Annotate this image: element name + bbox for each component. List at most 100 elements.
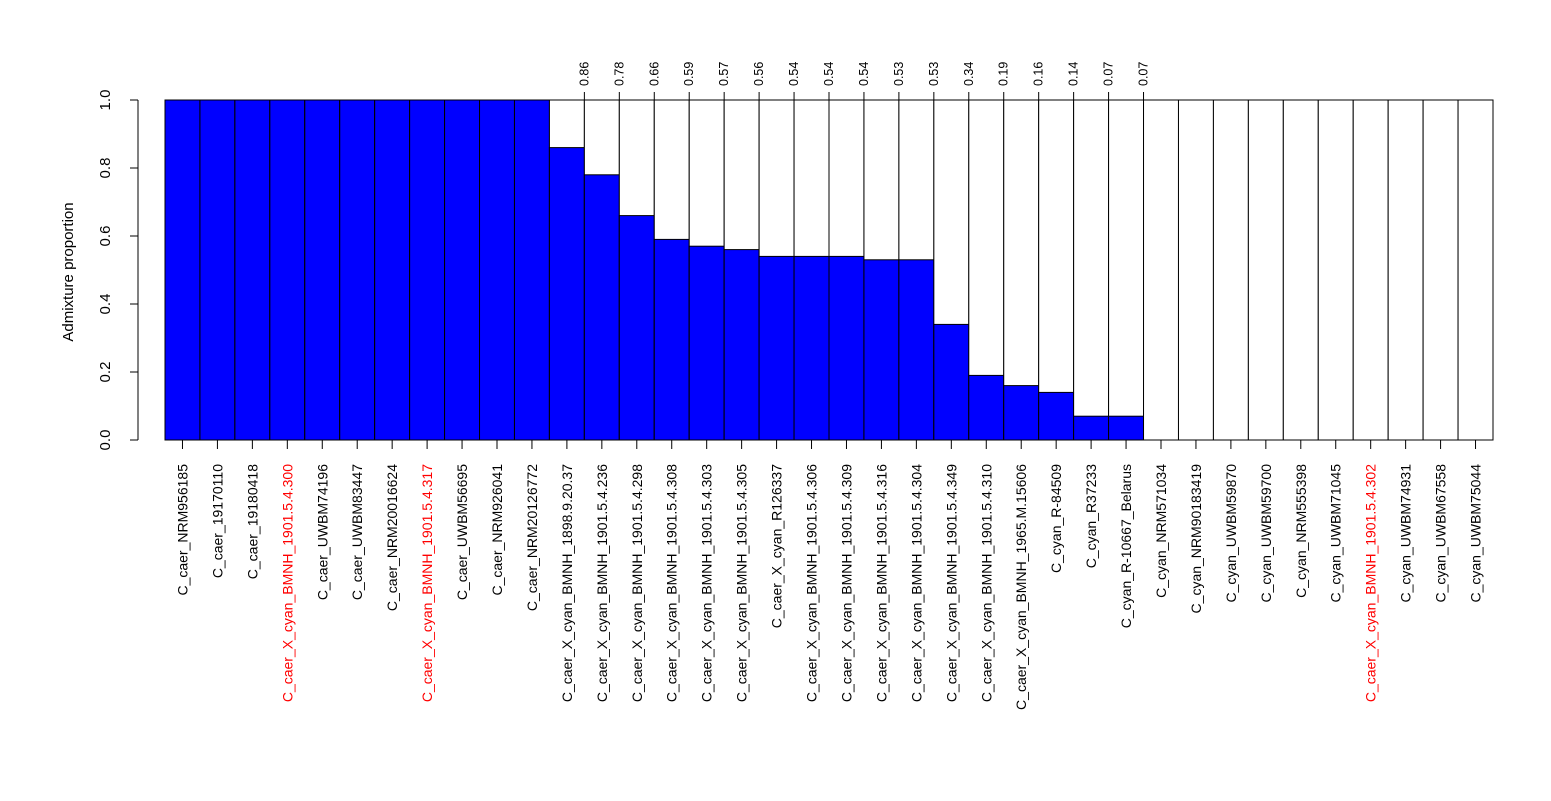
x-tick-label: C_cyan_NRM90183419 — [1188, 464, 1204, 614]
annotation-label: 0.54 — [787, 62, 801, 86]
y-tick-label: 0.6 — [97, 226, 114, 247]
bar-background — [1003, 99, 1040, 441]
x-tick-label: C_caer_UWBM74196 — [314, 464, 330, 600]
bar — [653, 238, 690, 441]
bar — [234, 99, 271, 441]
bar — [409, 99, 446, 441]
x-tick-label: C_cyan_NRM555398 — [1293, 464, 1309, 598]
bar — [1003, 385, 1040, 441]
x-tick-label: C_cyan_NRM571034 — [1153, 464, 1169, 598]
annotation-label: 0.86 — [577, 62, 591, 86]
bar-background — [1108, 99, 1145, 441]
bar — [548, 147, 585, 441]
x-tick-label: C_cyan_UWBM75044 — [1468, 464, 1484, 603]
x-tick-label: C_caer_UWBM56695 — [454, 464, 470, 600]
annotation-label: 0.78 — [612, 62, 626, 86]
x-tick-label: C_caer_X_cyan_BMNH_1901.5.4.304 — [908, 464, 924, 702]
bar — [513, 99, 550, 441]
y-tick-label: 0.2 — [97, 362, 114, 383]
x-tick-label: C_caer_X_cyan_BMNH_1901.5.4.305 — [734, 464, 750, 702]
x-tick-label: C_cyan_UWBM67558 — [1433, 464, 1449, 603]
x-tick-label: C_caer_X_cyan_BMNH_1901.5.4.310 — [978, 464, 994, 702]
x-tick-label: C_caer_X_cyan_BMNH_1898.9.20.37 — [559, 464, 575, 702]
bar-background — [1352, 99, 1389, 441]
bar — [339, 99, 376, 441]
bar — [793, 255, 830, 441]
bar-background — [1247, 99, 1284, 441]
bar — [444, 99, 481, 441]
bar — [688, 245, 725, 441]
annotation-label: 0.14 — [1067, 62, 1081, 86]
bar — [933, 323, 970, 441]
annotation-label: 0.56 — [752, 62, 766, 86]
bar — [374, 99, 411, 441]
annotation-label: 0.57 — [717, 62, 731, 86]
x-tick-label: C_cyan_UWBM71045 — [1328, 464, 1344, 603]
bar-background — [1177, 99, 1214, 441]
y-axis: 0.0 0.2 0.4 0.6 0.8 1.0 — [97, 90, 139, 451]
x-tick-label: C_cyan_UWBM74931 — [1398, 464, 1414, 603]
y-tick-label: 0.8 — [97, 158, 114, 179]
y-tick-label: 1.0 — [97, 90, 114, 111]
x-tick-label: C_caer_NRM20016624 — [384, 464, 400, 611]
annotation-label: 0.07 — [1137, 62, 1151, 86]
bars-layer — [164, 99, 1494, 441]
x-tick-label: C_caer_X_cyan_BMNH_1901.5.4.236 — [594, 464, 610, 702]
x-tick-label: C_caer_X_cyan_BMNH_1901.5.4.317 — [419, 464, 435, 702]
x-tick-label: C_caer_19180418 — [244, 464, 260, 579]
y-tick-label: 0.4 — [97, 294, 114, 315]
bar — [723, 249, 760, 441]
annotation-label: 0.16 — [1032, 62, 1046, 86]
bar — [1108, 415, 1145, 441]
bar-background — [1282, 99, 1319, 441]
annotation-label: 0.34 — [962, 62, 976, 86]
bar-background — [1422, 99, 1459, 441]
bar-background — [1038, 99, 1075, 441]
bar — [269, 99, 306, 441]
bar — [479, 99, 515, 441]
bar — [164, 99, 201, 441]
x-tick-label: C_caer_X_cyan_BMNH_1901.5.4.306 — [804, 464, 820, 702]
x-tick-label: C_cyan_UWBM59870 — [1223, 464, 1239, 603]
bar — [199, 99, 236, 441]
bar-background — [1457, 99, 1494, 441]
bar — [1073, 415, 1110, 441]
bar — [1038, 391, 1075, 441]
bar-background — [1073, 99, 1110, 441]
x-tick-label: C_cyan_R-84509 — [1048, 464, 1064, 573]
x-tick-label: C_caer_NRM926041 — [489, 464, 505, 596]
annotations-layer: 0.86 0.78 0.66 0.59 0.57 0.56 0.54 0.54 0.54 0.53… — [577, 62, 1151, 100]
x-tick-label: C_cyan_UWBM59700 — [1258, 464, 1274, 603]
annotation-label: 0.53 — [892, 62, 906, 86]
y-axis-label: Admixture proportion — [60, 202, 77, 341]
bar — [618, 215, 655, 441]
bar-background — [1317, 99, 1354, 441]
x-tick-label: C_caer_X_cyan_BMNH_1901.5.4.308 — [664, 464, 680, 702]
annotation-label: 0.66 — [647, 62, 661, 86]
x-labels-layer: C_caer_NRM956185 C_caer_19170110 C_caer_19… — [174, 440, 1484, 710]
annotation-label: 0.19 — [997, 62, 1011, 86]
x-tick-label: C_caer_NRM20126772 — [524, 464, 540, 611]
y-tick-label: 0.0 — [97, 430, 114, 451]
x-tick-label: C_cyan_R-10667_Belarus — [1118, 464, 1134, 628]
x-tick-label: C_caer_X_cyan_BMNH_1901.5.4.302 — [1363, 464, 1379, 702]
annotation-label: 0.54 — [857, 62, 871, 86]
bar-background — [1212, 99, 1249, 441]
bar-background — [1143, 99, 1179, 441]
annotation-label: 0.59 — [682, 62, 696, 86]
x-tick-label: C_caer_X_cyan_R126337 — [769, 464, 785, 628]
x-tick-label: C_caer_UWBM83447 — [349, 464, 365, 600]
annotation-label: 0.07 — [1102, 62, 1116, 86]
annotation-label: 0.54 — [822, 62, 836, 86]
x-tick-label: C_caer_X_cyan_BMNH_1901.5.4.298 — [629, 464, 645, 702]
x-tick-label: C_cyan_R37233 — [1083, 464, 1099, 569]
x-tick-label: C_caer_X_cyan_BMNH_1901.5.4.309 — [838, 464, 854, 702]
bar — [583, 174, 620, 441]
x-tick-label: C_caer_X_cyan_BMNH_1901.5.4.303 — [699, 464, 715, 702]
x-tick-label: C_caer_X_cyan_BMNH_1901.5.4.349 — [943, 464, 959, 702]
bar — [898, 259, 935, 441]
x-tick-label: C_caer_NRM956185 — [174, 464, 190, 596]
bar — [863, 259, 900, 441]
x-tick-label: C_caer_X_cyan_BMNH_1901.5.4.316 — [873, 464, 889, 702]
